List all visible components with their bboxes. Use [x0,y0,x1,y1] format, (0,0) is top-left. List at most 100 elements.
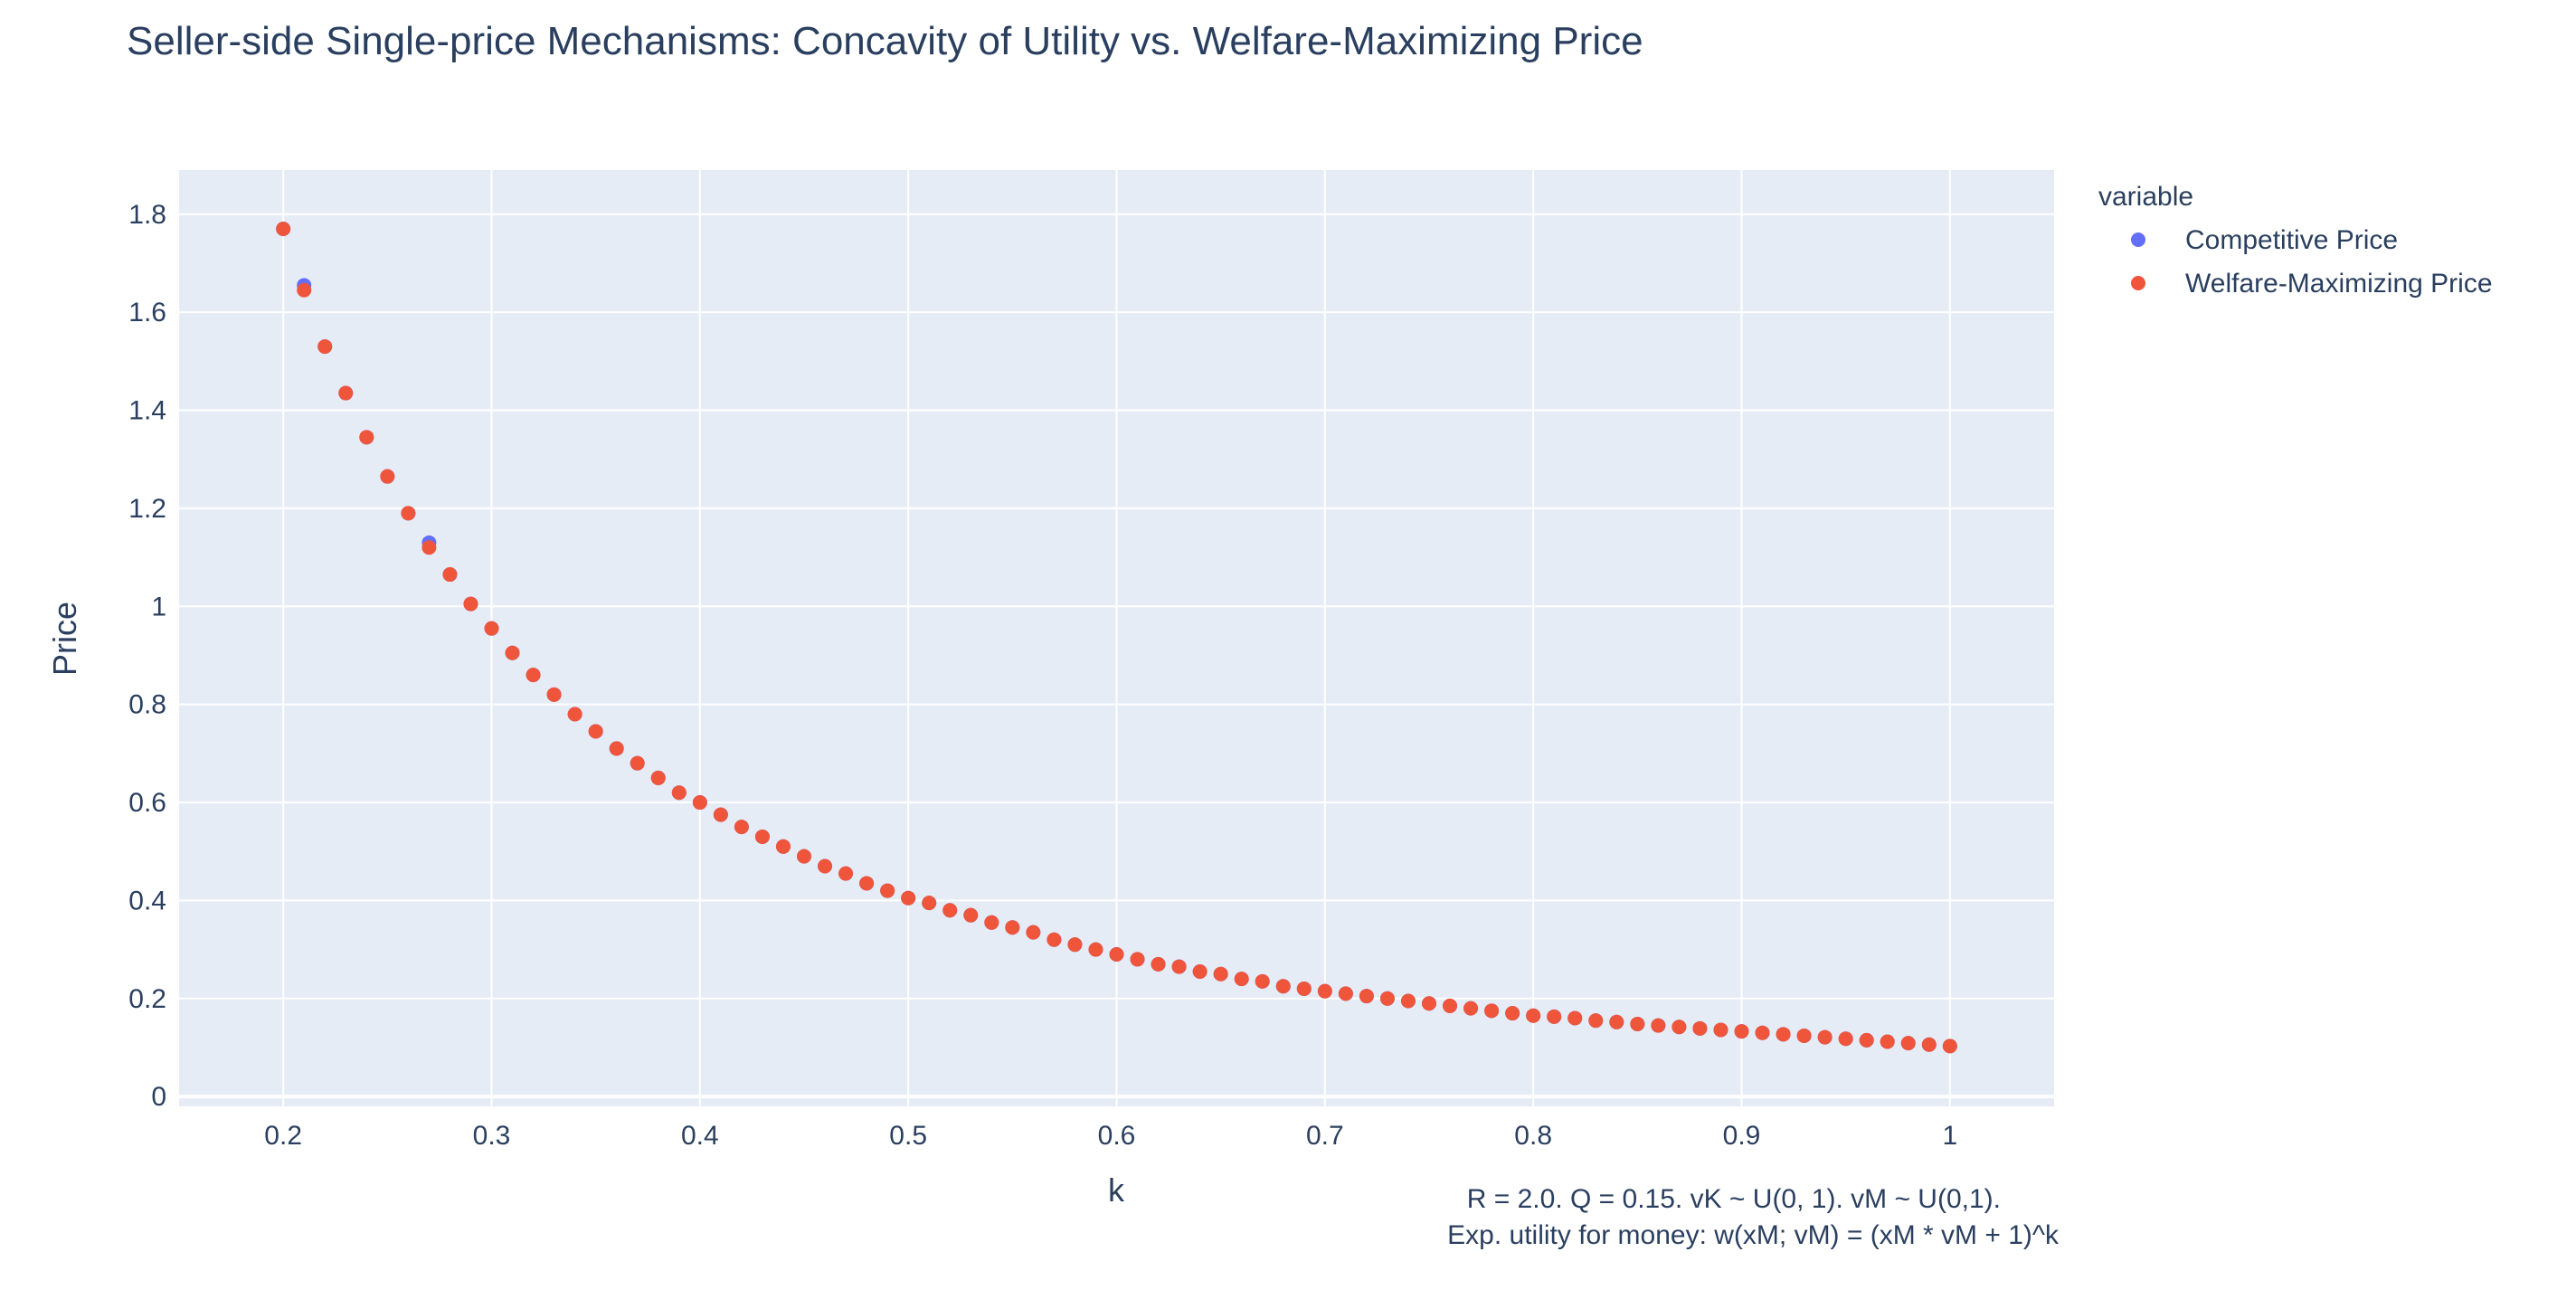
point-welfare-maximizing-price[interactable] [630,755,645,771]
point-welfare-maximizing-price[interactable] [797,849,811,864]
point-welfare-maximizing-price[interactable] [1505,1006,1520,1021]
legend: variable Competitive Price Welfare-Maxim… [2098,182,2493,299]
point-welfare-maximizing-price[interactable] [650,770,666,785]
point-welfare-maximizing-price[interactable] [984,915,999,930]
annotation-line-2: Exp. utility for money: w(xM; vM) = (xM … [1447,1220,2060,1250]
point-welfare-maximizing-price[interactable] [1526,1008,1541,1023]
legend-title: variable [2098,182,2193,212]
point-welfare-maximizing-price[interactable] [1630,1016,1645,1031]
point-welfare-maximizing-price[interactable] [1463,1001,1479,1016]
point-welfare-maximizing-price[interactable] [859,876,875,891]
point-welfare-maximizing-price[interactable] [1567,1010,1583,1026]
point-welfare-maximizing-price[interactable] [1942,1039,1957,1054]
point-welfare-maximizing-price[interactable] [1379,991,1395,1006]
point-welfare-maximizing-price[interactable] [671,785,687,801]
point-welfare-maximizing-price[interactable] [880,883,895,898]
point-welfare-maximizing-price[interactable] [1838,1031,1853,1047]
point-welfare-maximizing-price[interactable] [1588,1013,1604,1029]
x-tick-label: 0.9 [1723,1121,1761,1151]
x-tick-labels: 0.2 0.3 0.4 0.5 0.6 0.7 0.8 0.9 1 [264,1121,1957,1151]
point-welfare-maximizing-price[interactable] [338,385,354,401]
point-welfare-maximizing-price[interactable] [1234,972,1249,987]
y-tick-label: 0.2 [128,984,166,1014]
point-welfare-maximizing-price[interactable] [1005,920,1020,935]
point-welfare-maximizing-price[interactable] [1859,1032,1874,1048]
point-welfare-maximizing-price[interactable] [713,807,728,822]
point-welfare-maximizing-price[interactable] [692,795,707,811]
point-welfare-maximizing-price[interactable] [1359,989,1374,1004]
x-tick-label: 0.6 [1098,1121,1136,1151]
point-welfare-maximizing-price[interactable] [505,645,520,660]
point-welfare-maximizing-price[interactable] [1046,932,1062,947]
point-welfare-maximizing-price[interactable] [1275,979,1291,994]
point-welfare-maximizing-price[interactable] [1443,998,1458,1013]
point-welfare-maximizing-price[interactable] [526,668,541,683]
legend-item-welfare-maximizing-price[interactable]: Welfare-Maximizing Price [2131,269,2493,299]
point-welfare-maximizing-price[interactable] [942,903,958,918]
point-welfare-maximizing-price[interactable] [401,506,416,521]
point-welfare-maximizing-price[interactable] [484,621,499,636]
point-welfare-maximizing-price[interactable] [359,430,374,445]
point-welfare-maximizing-price[interactable] [1151,956,1166,972]
point-welfare-maximizing-price[interactable] [1026,925,1041,940]
point-welfare-maximizing-price[interactable] [1713,1022,1728,1038]
x-tick-label: 0.8 [1514,1121,1552,1151]
point-welfare-maximizing-price[interactable] [1130,952,1145,967]
point-welfare-maximizing-price[interactable] [1067,937,1083,953]
x-axis-title: k [1108,1171,1125,1209]
point-welfare-maximizing-price[interactable] [1171,959,1187,974]
point-welfare-maximizing-price[interactable] [754,829,770,844]
annotation-line-1: R = 2.0. Q = 0.15. vK ~ U(0, 1). vM ~ U(… [1467,1184,2001,1214]
point-welfare-maximizing-price[interactable] [317,339,333,355]
point-welfare-maximizing-price[interactable] [1776,1027,1791,1042]
point-welfare-maximizing-price[interactable] [421,540,437,555]
point-welfare-maximizing-price[interactable] [1817,1029,1833,1045]
point-welfare-maximizing-price[interactable] [1651,1018,1666,1033]
point-welfare-maximizing-price[interactable] [1734,1024,1749,1039]
point-welfare-maximizing-price[interactable] [1400,993,1416,1009]
legend-marker-competitive-price [2131,232,2145,247]
point-welfare-maximizing-price[interactable] [1296,981,1312,996]
point-welfare-maximizing-price[interactable] [1880,1034,1895,1049]
point-welfare-maximizing-price[interactable] [1484,1003,1500,1019]
point-welfare-maximizing-price[interactable] [380,469,395,484]
y-tick-labels: 0 0.2 0.4 0.6 0.8 1 1.2 1.4 1.6 1.8 [128,200,166,1112]
legend-item-competitive-price[interactable]: Competitive Price [2131,225,2398,255]
point-welfare-maximizing-price[interactable] [297,282,312,298]
point-welfare-maximizing-price[interactable] [922,896,937,911]
point-welfare-maximizing-price[interactable] [1900,1036,1916,1051]
point-welfare-maximizing-price[interactable] [838,866,854,881]
point-welfare-maximizing-price[interactable] [1109,947,1124,963]
point-welfare-maximizing-price[interactable] [567,707,582,722]
point-welfare-maximizing-price[interactable] [963,907,979,923]
point-welfare-maximizing-price[interactable] [1422,996,1436,1011]
point-welfare-maximizing-price[interactable] [1088,942,1103,957]
point-welfare-maximizing-price[interactable] [463,596,478,612]
point-welfare-maximizing-price[interactable] [1609,1014,1624,1029]
point-welfare-maximizing-price[interactable] [442,567,458,583]
point-welfare-maximizing-price[interactable] [734,820,749,835]
point-welfare-maximizing-price[interactable] [1317,983,1332,999]
legend-label-competitive-price: Competitive Price [2185,225,2398,255]
point-welfare-maximizing-price[interactable] [1672,1020,1687,1035]
y-tick-label: 1 [151,592,166,621]
point-welfare-maximizing-price[interactable] [609,741,624,756]
point-welfare-maximizing-price[interactable] [588,724,603,739]
point-welfare-maximizing-price[interactable] [1921,1037,1937,1052]
point-welfare-maximizing-price[interactable] [1213,966,1228,982]
point-welfare-maximizing-price[interactable] [1547,1009,1562,1024]
point-welfare-maximizing-price[interactable] [901,890,916,906]
point-welfare-maximizing-price[interactable] [775,839,791,854]
point-welfare-maximizing-price[interactable] [818,858,833,874]
point-welfare-maximizing-price[interactable] [1796,1028,1812,1043]
point-welfare-maximizing-price[interactable] [1755,1025,1770,1040]
point-welfare-maximizing-price[interactable] [1192,963,1208,979]
point-welfare-maximizing-price[interactable] [1692,1020,1708,1036]
point-welfare-maximizing-price[interactable] [276,222,291,237]
grid-lines [179,170,2054,1106]
point-welfare-maximizing-price[interactable] [1255,973,1270,989]
point-welfare-maximizing-price[interactable] [546,687,562,702]
point-welfare-maximizing-price[interactable] [1338,986,1353,1001]
x-tick-label: 0.2 [264,1121,302,1151]
